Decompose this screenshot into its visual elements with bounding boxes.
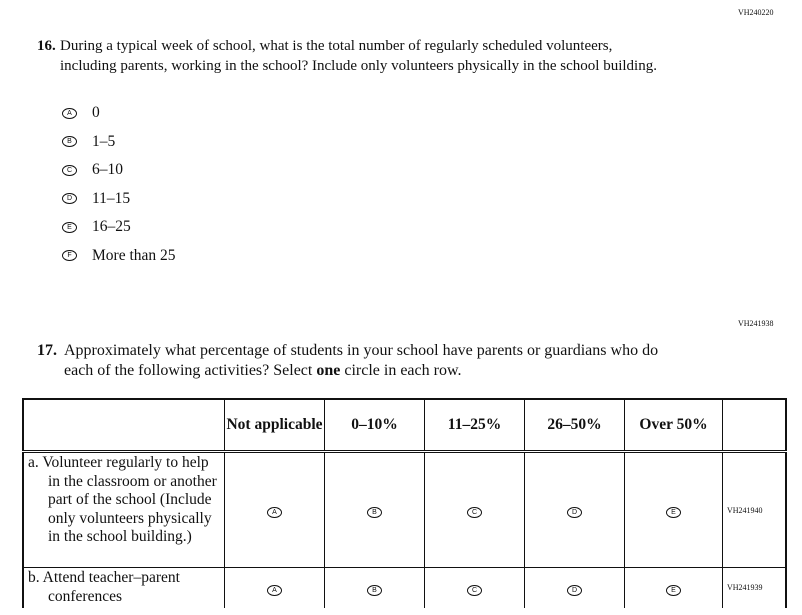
- response-cell: E: [624, 567, 723, 608]
- bubble-icon[interactable]: E: [62, 221, 77, 233]
- option-label: 11–15: [92, 189, 131, 207]
- bubble-icon[interactable]: F: [62, 250, 77, 261]
- question-text-end: circle in each row.: [340, 362, 462, 379]
- question-code: VH240220: [738, 8, 774, 17]
- option-label: 6–10: [92, 161, 123, 178]
- question-text: Approximately what percentage of student…: [64, 342, 659, 379]
- question-number: 17.: [37, 342, 57, 359]
- column-header: 11–25%: [424, 398, 525, 453]
- bubble-icon[interactable]: C: [62, 164, 77, 176]
- blank-header: [22, 398, 225, 453]
- question-number: 16.: [37, 38, 56, 54]
- option-label: 1–5: [92, 132, 116, 150]
- column-header: Not applicable: [224, 398, 325, 453]
- response-cell: B: [324, 567, 425, 608]
- column-header: Over 50%: [624, 398, 723, 453]
- bubble-icon[interactable]: D: [567, 584, 582, 596]
- response-grid: Not applicable 0–10% 11–25% 26–50% Over …: [22, 398, 787, 608]
- header-row: Not applicable 0–10% 11–25% 26–50% Over …: [22, 398, 787, 453]
- answer-option[interactable]: B 1–5: [62, 133, 115, 151]
- question-text-bold: one: [316, 362, 341, 379]
- response-cell: A: [224, 451, 325, 568]
- answer-option[interactable]: D 11–15: [62, 190, 130, 208]
- question-text: During a typical week of school, what is…: [60, 38, 657, 74]
- response-cell: E: [624, 451, 723, 568]
- answer-option[interactable]: C 6–10: [62, 161, 123, 179]
- question-17: 17. Approximately what percentage of stu…: [37, 341, 687, 381]
- bubble-icon[interactable]: A: [267, 584, 282, 596]
- code-header: [722, 398, 787, 453]
- option-label: 0: [92, 104, 100, 121]
- column-header: 26–50%: [524, 398, 625, 453]
- bubble-icon[interactable]: B: [367, 507, 382, 518]
- bubble-icon[interactable]: D: [567, 507, 582, 518]
- response-cell: A: [224, 567, 325, 608]
- option-label: More than 25: [92, 246, 176, 264]
- bubble-icon[interactable]: C: [467, 507, 482, 518]
- response-cell: D: [524, 451, 625, 568]
- bubble-icon[interactable]: E: [666, 507, 681, 518]
- column-header: 0–10%: [324, 398, 425, 453]
- answer-option[interactable]: F More than 25: [62, 247, 176, 265]
- option-label: 16–25: [92, 218, 131, 235]
- bubble-icon[interactable]: B: [367, 584, 382, 596]
- bubble-icon[interactable]: E: [666, 584, 681, 596]
- bubble-icon[interactable]: A: [62, 107, 77, 119]
- bubble-icon[interactable]: B: [62, 136, 77, 147]
- bubble-icon[interactable]: D: [62, 193, 77, 204]
- table-row: b. Attend teacher–parent conferences A B C…: [22, 567, 787, 608]
- response-cell: D: [524, 567, 625, 608]
- item-code: VH241939: [722, 567, 787, 608]
- row-label: b. Attend teacher–parent conferences: [28, 569, 180, 605]
- question-code: VH241938: [738, 319, 774, 328]
- bubble-icon[interactable]: A: [267, 507, 282, 518]
- question-16: 16. During a typical week of school, wha…: [37, 36, 657, 76]
- answer-option[interactable]: E 16–25: [62, 218, 131, 236]
- row-label: a. Volunteer regularly to help in the cl…: [28, 454, 217, 545]
- response-cell: B: [324, 451, 425, 568]
- response-cell: C: [424, 451, 525, 568]
- response-cell: C: [424, 567, 525, 608]
- bubble-icon[interactable]: C: [467, 584, 482, 596]
- table-row: a. Volunteer regularly to help in the cl…: [22, 451, 787, 568]
- item-code: VH241940: [722, 451, 787, 568]
